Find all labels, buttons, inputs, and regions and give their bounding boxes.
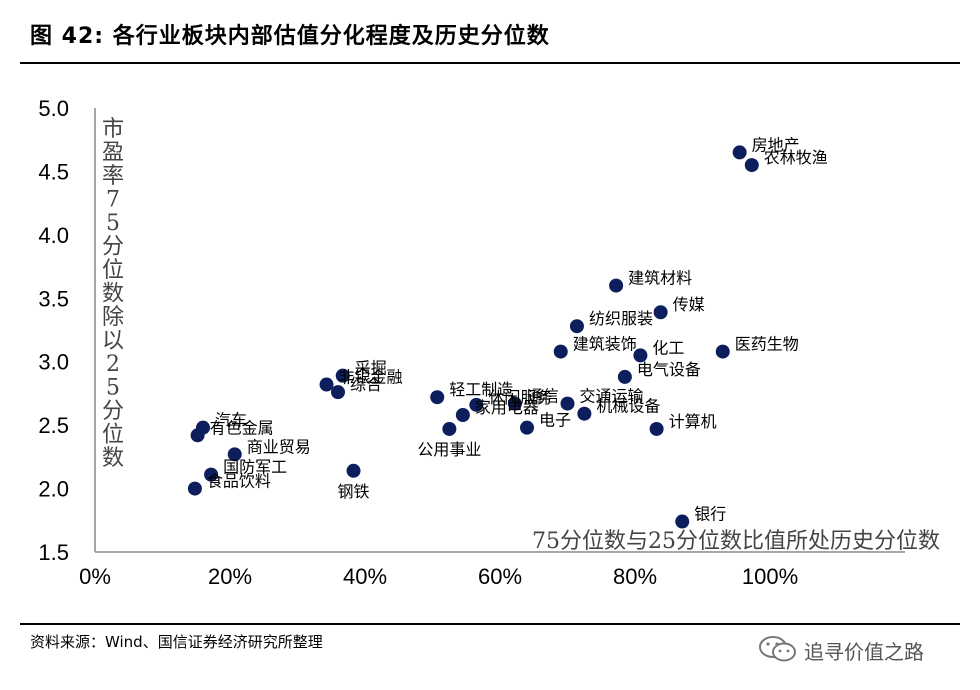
data-point [653,305,668,320]
x-tick-label: 20% [208,564,252,589]
x-tick-labels: 0% 20% 40% 60% 80% 100% [79,564,798,589]
data-point [577,406,592,421]
watermark-text: 追寻价值之路 [804,640,924,664]
top-rule [20,62,960,64]
point-label: 传媒 [673,295,705,314]
data-point [675,514,690,529]
data-points [187,145,759,529]
point-label: 医药生物 [735,335,799,354]
point-label: 农林牧渔 [764,148,828,167]
data-point [507,396,522,411]
point-label: 银行 [694,505,726,524]
data-point [569,319,584,334]
bottom-rule [20,623,960,625]
y-tick-label: 1.5 [38,540,69,565]
point-label: 电气设备 [637,360,701,379]
data-point [715,344,730,359]
point-label: 电子 [539,411,571,430]
data-point [553,344,568,359]
point-label: 食品饮料 [207,472,271,491]
data-point [744,158,759,173]
data-point [346,463,361,478]
point-label: 交通运输 [580,387,644,406]
data-point [319,377,334,392]
scatter-chart: 1.5 2.0 2.5 3.0 3.5 4.0 4.5 5.0 0% 20% 40% 60% 80% 1… [38,96,940,589]
wechat-icon [759,636,796,662]
data-point [560,396,575,411]
y-tick-label: 3.0 [38,350,69,375]
point-label: 轻工制造 [449,380,513,399]
data-point [633,348,648,363]
y-tick-label: 4.5 [38,159,69,184]
point-label: 建筑材料 [628,269,692,288]
y-tick-labels: 1.5 2.0 2.5 3.0 3.5 4.0 4.5 5.0 [38,96,69,565]
point-label: 化工 [652,338,684,357]
x-tick-label: 100% [742,564,798,589]
point-label: 国防军工 [223,458,287,477]
y-tick-label: 3.5 [38,286,69,311]
point-label: 休闲服务 [488,388,552,407]
data-point [520,420,534,435]
point-label: 公用事业 [417,440,481,459]
y-tick-label: 2.5 [38,413,69,438]
x-tick-label: 0% [79,564,111,589]
point-label: 汽车 [215,411,247,430]
point-label: 通信 [527,387,559,406]
y-tick-label: 2.0 [38,477,69,502]
y-tick-label: 5.0 [38,96,69,121]
data-point [227,447,242,462]
data-point [335,368,350,383]
data-point [649,421,664,436]
data-point [455,407,470,422]
point-label: 综合 [350,375,382,394]
data-point [430,390,445,405]
point-label: 计算机 [669,412,717,431]
data-point [331,385,345,400]
point-label: 建筑装饰 [573,335,637,354]
x-tick-label: 40% [343,564,387,589]
data-point [469,397,484,412]
data-point [609,278,624,293]
point-label: 纺织服装 [589,309,653,328]
data-point [204,467,219,482]
point-label: 家用电器 [475,398,539,417]
point-label: 机械设备 [596,397,660,416]
y-axis-label: 市盈率 7 5 分位数除以 2 5 分位数 [102,117,124,471]
x-tick-label: 60% [478,564,522,589]
point-label: 有色金属 [210,418,274,437]
point-label: 采掘 [355,359,387,378]
point-label: 非银金融 [339,368,403,387]
data-point [617,369,632,384]
data-point [442,421,457,436]
x-axis-label: 75分位数与25分位数比值所处历史分位数 [532,529,940,554]
data-point [190,428,205,443]
data-point [732,145,747,160]
point-label: 房地产 [752,135,800,154]
data-point [187,481,202,496]
point-label: 商业贸易 [247,437,311,456]
figure-title: 图 42: 各行业板块内部估值分化程度及历史分位数 [30,24,550,49]
x-tick-label: 80% [613,564,657,589]
point-label: 钢铁 [338,482,370,501]
y-tick-label: 4.0 [38,223,69,248]
title-bar: 图 42: 各行业板块内部估值分化程度及历史分位数 [0,0,980,60]
source-note: 资料来源：Wind、国信证券经济研究所整理 [30,633,323,651]
